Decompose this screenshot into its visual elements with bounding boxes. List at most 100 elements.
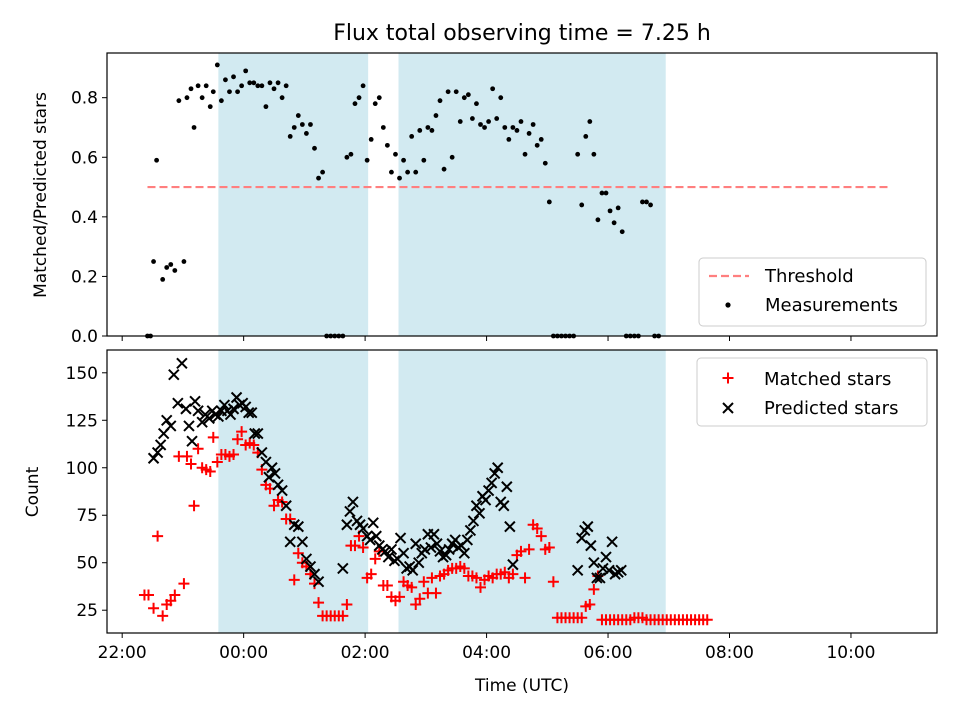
measurement-point	[457, 119, 463, 124]
measurement-point	[478, 122, 483, 127]
predicted-star-point	[410, 538, 422, 550]
predicted-star-point	[180, 403, 192, 415]
predicted-star-point	[161, 414, 173, 426]
measurement-point	[203, 83, 209, 89]
predicted-star-point	[276, 484, 288, 497]
measurement-point	[425, 125, 431, 130]
bottom-y-axis-label: Count	[23, 466, 43, 517]
predicted-star-point	[425, 541, 437, 554]
measurement-point	[344, 154, 350, 160]
predicted-star-point	[168, 368, 180, 381]
measurement-point	[644, 199, 649, 205]
matched-star-point	[207, 431, 219, 443]
matched-star-point	[211, 456, 223, 468]
matched-star-point	[458, 562, 470, 574]
measurement-point	[619, 229, 625, 235]
predicted-star-point	[242, 406, 255, 419]
predicted-star-point	[440, 549, 452, 561]
matched-star-point	[515, 545, 527, 557]
predicted-star-point	[600, 551, 612, 563]
measurement-point	[648, 202, 653, 208]
bottom-x-tick-label: 22:00	[98, 643, 147, 663]
measurement-point	[506, 136, 512, 142]
matched-star-point	[169, 589, 181, 601]
predicted-star-point	[504, 520, 516, 533]
matched-star-point	[185, 458, 197, 470]
top-y-tick-label: 0.2	[71, 267, 98, 287]
top-night-band-1	[398, 53, 666, 336]
predicted-star-point	[370, 530, 382, 542]
measurement-point	[474, 101, 479, 107]
predicted-star-point	[473, 507, 486, 520]
measurement-point	[413, 169, 419, 175]
matched-star-point	[369, 553, 381, 565]
measurement-point	[172, 268, 178, 273]
matched-star-point	[143, 589, 154, 601]
predicted-star-point	[227, 403, 240, 415]
measurement-point	[607, 208, 613, 214]
predicted-star-point	[151, 446, 164, 459]
predicted-star-point	[615, 564, 627, 577]
predicted-star-point	[443, 543, 455, 556]
bottom-y-tick-label: 25	[76, 601, 98, 621]
predicted-star-point	[154, 439, 167, 451]
measurement-point	[376, 95, 382, 101]
measurement-point	[259, 83, 265, 89]
matched-star-point	[547, 576, 559, 588]
measurement-point	[449, 154, 455, 160]
measurement-point	[518, 119, 524, 124]
bottom-x-tick-label: 10:00	[826, 643, 875, 663]
measurement-point	[437, 98, 443, 104]
measurement-point	[502, 125, 508, 130]
predicted-star-point	[413, 557, 425, 569]
measurement-point	[348, 151, 354, 157]
predicted-star-point	[203, 412, 215, 425]
measurement-point	[164, 265, 170, 270]
matched-star-point	[178, 578, 190, 590]
measurement-point	[181, 259, 187, 264]
measurement-point	[575, 151, 581, 157]
measurement-point	[583, 134, 589, 139]
legend-predicted-swatch	[722, 402, 734, 414]
measurement-point	[421, 157, 427, 163]
bottom-data-marks	[138, 357, 713, 626]
legend-matched-swatch	[722, 372, 734, 384]
predicted-star-point	[364, 534, 376, 546]
matched-star-point	[475, 581, 486, 593]
x-axis-label: Time (UTC)	[474, 676, 569, 696]
measurement-point	[271, 86, 277, 92]
measurement-point	[207, 104, 213, 110]
matched-star-point	[284, 513, 296, 525]
bottom-x-tick-label: 04:00	[462, 643, 511, 663]
predicted-star-point	[256, 446, 268, 459]
measurement-point	[210, 89, 216, 95]
measurement-point	[372, 101, 378, 107]
bottom-y-tick-label: 50	[76, 554, 98, 574]
predicted-star-point	[196, 416, 208, 428]
bottom-legend-box	[696, 357, 928, 427]
matched-star-point	[152, 530, 164, 542]
matched-star-point	[543, 542, 555, 554]
measurement-point	[168, 262, 174, 267]
measurement-point	[429, 128, 435, 133]
matched-star-point	[410, 599, 422, 611]
predicted-star-point	[312, 576, 325, 588]
measurement-point	[498, 95, 504, 101]
predicted-star-point	[266, 462, 278, 474]
measurement-point	[494, 116, 500, 121]
predicted-star-point	[272, 479, 284, 491]
predicted-star-point	[582, 520, 594, 533]
predicted-star-point	[571, 564, 584, 577]
top-data-marks	[145, 62, 892, 339]
measurement-point	[482, 125, 487, 130]
top-y-axis-label: Matched/Predicted stars	[31, 92, 51, 298]
predicted-star-point	[458, 547, 471, 559]
matched-star-point	[341, 599, 353, 611]
predicted-star-point	[304, 560, 317, 573]
matched-star-point	[499, 566, 511, 578]
top-night-bands	[218, 53, 666, 336]
matched-star-point	[268, 500, 280, 512]
legend-measurements-label: Measurements	[765, 295, 898, 316]
measurement-point	[461, 95, 467, 101]
